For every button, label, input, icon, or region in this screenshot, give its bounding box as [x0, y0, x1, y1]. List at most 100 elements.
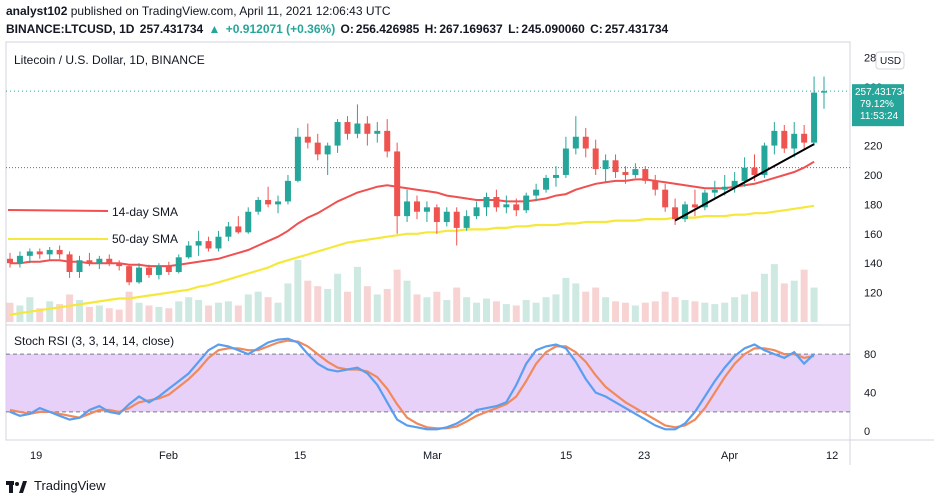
volume-bar: [552, 294, 560, 322]
volume-bar: [532, 302, 540, 322]
volume-bar: [115, 309, 123, 322]
volume-bar: [304, 280, 312, 322]
candle-body: [652, 180, 659, 190]
candle-body: [384, 130, 391, 152]
candle-body: [66, 254, 73, 273]
volume-bar: [423, 297, 431, 322]
volume-bar: [214, 302, 222, 322]
volume-bar: [433, 291, 441, 322]
candle-body: [582, 136, 589, 149]
high-label: H:: [424, 22, 438, 36]
candle-body: [602, 160, 609, 170]
candle-body: [245, 211, 252, 233]
candle-body: [701, 192, 708, 208]
footer-brand[interactable]: TradingView: [34, 478, 106, 493]
candle-body: [195, 241, 202, 246]
volume-bar: [95, 305, 103, 322]
candle-body: [592, 148, 599, 170]
volume-bar: [780, 283, 788, 322]
volume-bar: [621, 302, 629, 322]
rsi-pane-title: Stoch RSI (3, 3, 14, 14, close): [14, 334, 174, 348]
footer: TradingView: [6, 478, 106, 493]
volume-bar: [66, 294, 74, 322]
volume-bar: [502, 304, 510, 322]
candle-body: [294, 136, 301, 181]
volume-bar: [482, 298, 490, 322]
volume-bar: [334, 273, 342, 322]
volume-bar: [373, 294, 381, 322]
low-value: 245.090060: [521, 22, 585, 36]
last-price-percent: 79.12%: [860, 99, 894, 110]
volume-bar: [205, 305, 213, 322]
volume-bar: [264, 297, 272, 322]
volume-bar: [810, 287, 818, 322]
volume-bar: [195, 299, 203, 322]
volume-bar: [155, 306, 163, 322]
volume-bar: [294, 260, 302, 322]
volume-bar: [165, 308, 173, 322]
last-price-label: 257.431734: [855, 87, 908, 98]
volume-bar: [175, 301, 183, 322]
volume-bar: [26, 297, 34, 322]
candle-body: [543, 177, 550, 190]
trend-line: [674, 143, 815, 222]
volume-bar: [721, 302, 729, 322]
volume-bar: [393, 269, 401, 322]
candle-body: [56, 249, 63, 255]
sma14-annotation: 14-day SMA: [112, 205, 178, 219]
volume-bar: [473, 302, 481, 322]
candle-body: [185, 245, 192, 258]
sma50-annotation: 50-day SMA: [112, 232, 178, 246]
publisher-user[interactable]: analyst102: [6, 4, 68, 18]
candle-body: [523, 195, 530, 211]
candle-body: [354, 123, 361, 134]
low-label: L:: [508, 22, 520, 36]
candle-body: [324, 145, 331, 155]
candle-body: [374, 130, 381, 134]
open-label: O:: [340, 22, 354, 36]
volume-bar: [6, 302, 14, 322]
candle-body: [473, 207, 480, 217]
candle-body: [344, 122, 351, 134]
candle-body: [155, 266, 162, 275]
volume-bar: [800, 269, 808, 322]
sma14-line: [10, 160, 815, 268]
symbol-label: BINANCE:LTCUSD, 1D: [6, 22, 135, 36]
volume-bar: [453, 287, 461, 322]
volume-bar: [562, 277, 570, 322]
candle-body: [314, 142, 321, 155]
candle-body: [46, 249, 53, 255]
candle-body: [463, 216, 470, 228]
candle-body: [572, 136, 579, 149]
price-pane-title: Litecoin / U.S. Dollar, 1D, BINANCE: [14, 53, 205, 67]
candle-body: [215, 236, 222, 249]
candle-body: [284, 180, 291, 202]
volume-bar: [135, 302, 143, 322]
volume-bar: [790, 280, 798, 322]
volume-bar: [234, 305, 242, 322]
candle-body: [225, 226, 232, 237]
candle-body: [275, 201, 282, 205]
candle-body: [622, 172, 629, 175]
volume-bar: [681, 299, 689, 322]
volume-bar: [274, 302, 282, 322]
candle-body: [691, 204, 698, 208]
rsi-tick-label: 0: [864, 426, 870, 438]
close-value: 257.431734: [604, 22, 669, 36]
candle-body: [165, 266, 172, 273]
volume-bar: [592, 287, 600, 322]
volume-bar: [75, 299, 83, 322]
volume-bar: [46, 301, 54, 322]
candle-body: [483, 197, 490, 208]
candle-body: [394, 151, 401, 217]
volume-bar: [522, 299, 530, 322]
rsi-tick-label: 80: [864, 349, 876, 361]
candle-body: [255, 199, 262, 212]
candle-body: [741, 167, 748, 181]
up-arrow-icon: ▲: [208, 22, 221, 36]
x-tick-label: 23: [638, 450, 650, 462]
price-tick-label: 180: [864, 199, 882, 211]
volume-bar: [383, 288, 391, 322]
volume-bar: [56, 304, 64, 322]
